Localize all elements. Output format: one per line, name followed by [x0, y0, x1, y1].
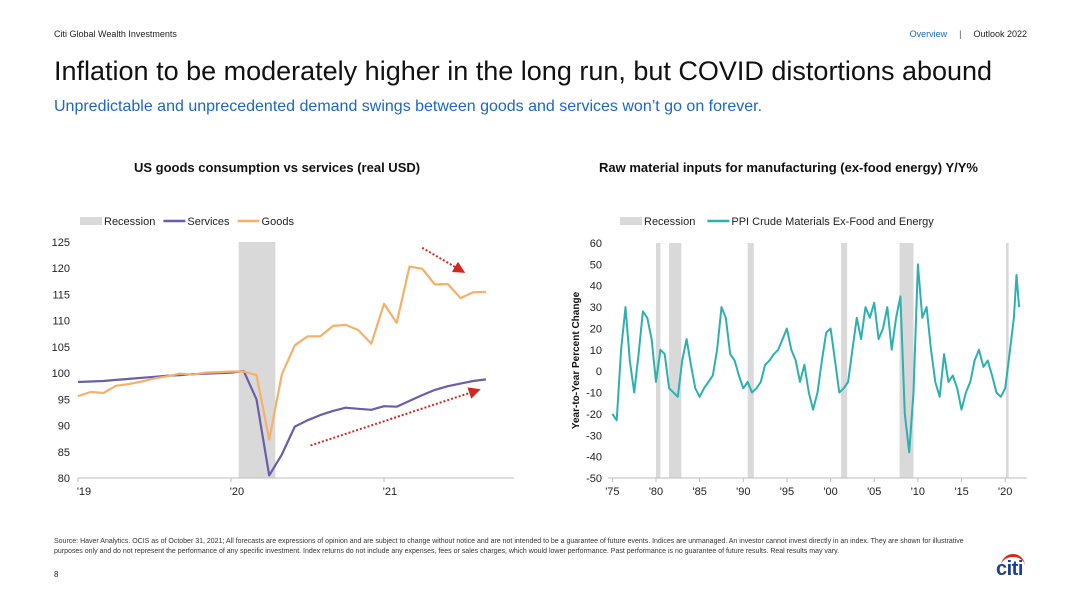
y-tick-label: 20: [590, 323, 602, 335]
legend-label: Recession: [104, 216, 155, 228]
citi-logo: citi: [992, 554, 1032, 580]
y-tick-label: -10: [586, 388, 602, 400]
y-tick-label: 120: [52, 263, 70, 275]
recession-bar: [747, 243, 754, 478]
x-tick-label: '19: [77, 486, 91, 498]
page-number: 8: [54, 570, 59, 579]
y-tick-label: 90: [58, 421, 70, 433]
recession-bar: [669, 243, 682, 478]
y-tick-label: 95: [58, 394, 70, 406]
legend-label: Recession: [644, 216, 695, 228]
legend-recession-swatch: [80, 217, 102, 225]
y-tick-label: 105: [52, 342, 70, 354]
x-tick-label: '95: [780, 486, 794, 498]
x-tick-label: '20: [998, 486, 1012, 498]
x-tick-label: '00: [823, 486, 837, 498]
nav-separator: |: [959, 29, 962, 39]
x-tick-label: '10: [911, 486, 925, 498]
y-axis-title: Year-to-Year Percent Change: [571, 291, 582, 429]
page-subtitle: Unpredictable and unprecedented demand s…: [54, 98, 763, 115]
ppi-crude-chart: -50 -40 -30 -20 -10 0 10 20 30 40 50 60 '75 '80 '85 '90…: [571, 216, 1027, 498]
y-tick-label: 80: [58, 473, 70, 485]
x-tick-label: '80: [649, 486, 663, 498]
goods-services-chart: 80 85 90 95 100 105 110 115 120 125 '19 '20 '21 Reces…: [52, 216, 514, 498]
trend-arrow-up: [310, 387, 481, 447]
y-tick-label: 10: [590, 345, 602, 357]
brand-label: Citi Global Wealth Investments: [54, 29, 177, 39]
recession-bar: [899, 243, 914, 478]
recession-bar: [1006, 243, 1009, 478]
legend-label: PPI Crude Materials Ex-Food and Energy: [731, 216, 934, 228]
y-tick-label: 85: [58, 447, 70, 459]
nav-outlook-label: Outlook 2022: [973, 29, 1027, 39]
page-title: Inflation to be moderately higher in the…: [54, 56, 993, 86]
y-tick-label: -50: [586, 473, 602, 485]
recession-bar: [238, 242, 276, 478]
x-tick-label: '75: [605, 486, 619, 498]
nav-overview-link[interactable]: Overview: [909, 29, 948, 39]
y-tick-label: 40: [590, 281, 602, 293]
series-line-ppi-crude-materials-ex-food-and-energy: [611, 263, 1021, 454]
x-tick-label: '15: [954, 486, 968, 498]
logo-arc: [1001, 554, 1025, 566]
y-tick-label: -20: [586, 409, 602, 421]
logo-wordmark: citi: [996, 558, 1023, 580]
legend-recession-swatch: [620, 217, 642, 225]
source-footnote: Source: Haver Analytics. OCIS as of Octo…: [54, 538, 964, 555]
legend-label: Goods: [262, 216, 295, 228]
x-tick-label: '20: [230, 486, 244, 498]
x-tick-label: '85: [692, 486, 706, 498]
y-tick-label: 0: [596, 366, 602, 378]
right-chart-title: Raw material inputs for manufacturing (e…: [599, 160, 978, 175]
header-nav: Overview | Outlook 2022: [910, 29, 1027, 39]
y-tick-label: 100: [52, 368, 70, 380]
series-line-services: [77, 369, 487, 477]
x-tick-label: '05: [867, 486, 881, 498]
left-chart-title: US goods consumption vs services (real U…: [134, 160, 421, 175]
y-tick-label: 50: [590, 259, 602, 271]
recession-bar: [841, 243, 848, 478]
y-tick-label: 115: [52, 289, 70, 301]
y-tick-label: -30: [586, 430, 602, 442]
series-line-goods: [77, 265, 487, 441]
y-tick-label: 60: [590, 238, 602, 250]
legend-label: Services: [187, 216, 230, 228]
x-tick-label: '90: [736, 486, 750, 498]
trend-arrow-down: [421, 246, 466, 273]
y-tick-label: 125: [52, 237, 70, 249]
y-tick-label: -40: [586, 452, 602, 464]
x-tick-label: '21: [383, 486, 397, 498]
y-tick-label: 110: [52, 316, 70, 328]
y-tick-label: 30: [590, 302, 602, 314]
